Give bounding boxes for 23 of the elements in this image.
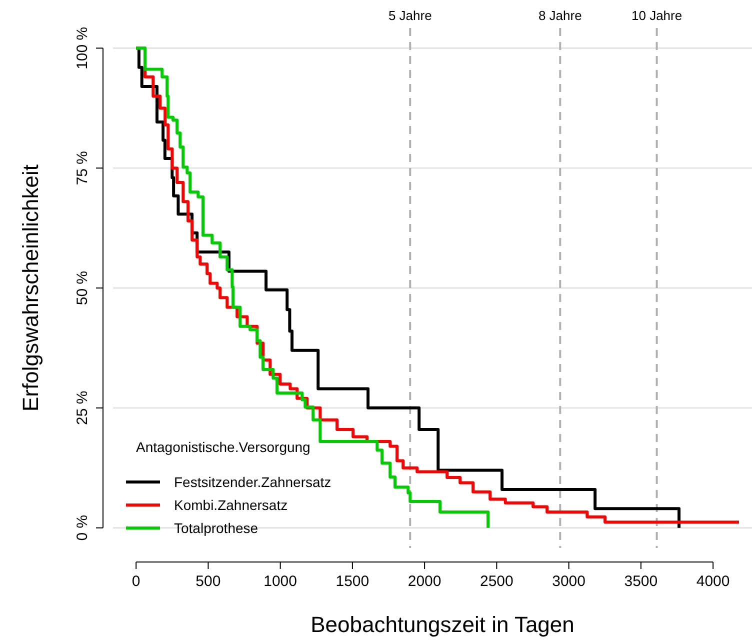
y-tick-label: 100 % xyxy=(74,26,91,70)
x-tick-label: 500 xyxy=(196,573,221,590)
legend-label: Totalprothese xyxy=(174,520,258,536)
y-tick-label: 50 % xyxy=(74,270,91,306)
x-tick-label: 2500 xyxy=(480,573,514,590)
ref-line-label: 5 Jahre xyxy=(388,8,432,23)
y-tick-label: 0 % xyxy=(74,514,91,541)
x-tick-label: 2000 xyxy=(408,573,442,590)
x-axis-title: Beobachtungszeit in Tagen xyxy=(310,612,574,637)
y-tick-label: 75 % xyxy=(74,150,91,186)
x-tick-label: 1500 xyxy=(336,573,370,590)
x-tick-label: 0 xyxy=(132,573,140,590)
y-tick-label: 25 % xyxy=(74,390,91,426)
y-axis-title: Erfolgswahrscheinlichkeit xyxy=(18,164,43,412)
legend-label: Kombi.Zahnersatz xyxy=(174,497,288,513)
x-tick-label: 4000 xyxy=(696,573,730,590)
ref-line-label: 8 Jahre xyxy=(538,8,582,23)
legend-title: Antagonistische.Versorgung xyxy=(136,439,310,455)
x-tick-label: 3500 xyxy=(624,573,658,590)
x-tick-label: 1000 xyxy=(264,573,298,590)
legend-label: Festsitzender.Zahnersatz xyxy=(174,474,332,490)
x-tick-label: 3000 xyxy=(552,573,586,590)
ref-line-label: 10 Jahre xyxy=(632,8,682,23)
